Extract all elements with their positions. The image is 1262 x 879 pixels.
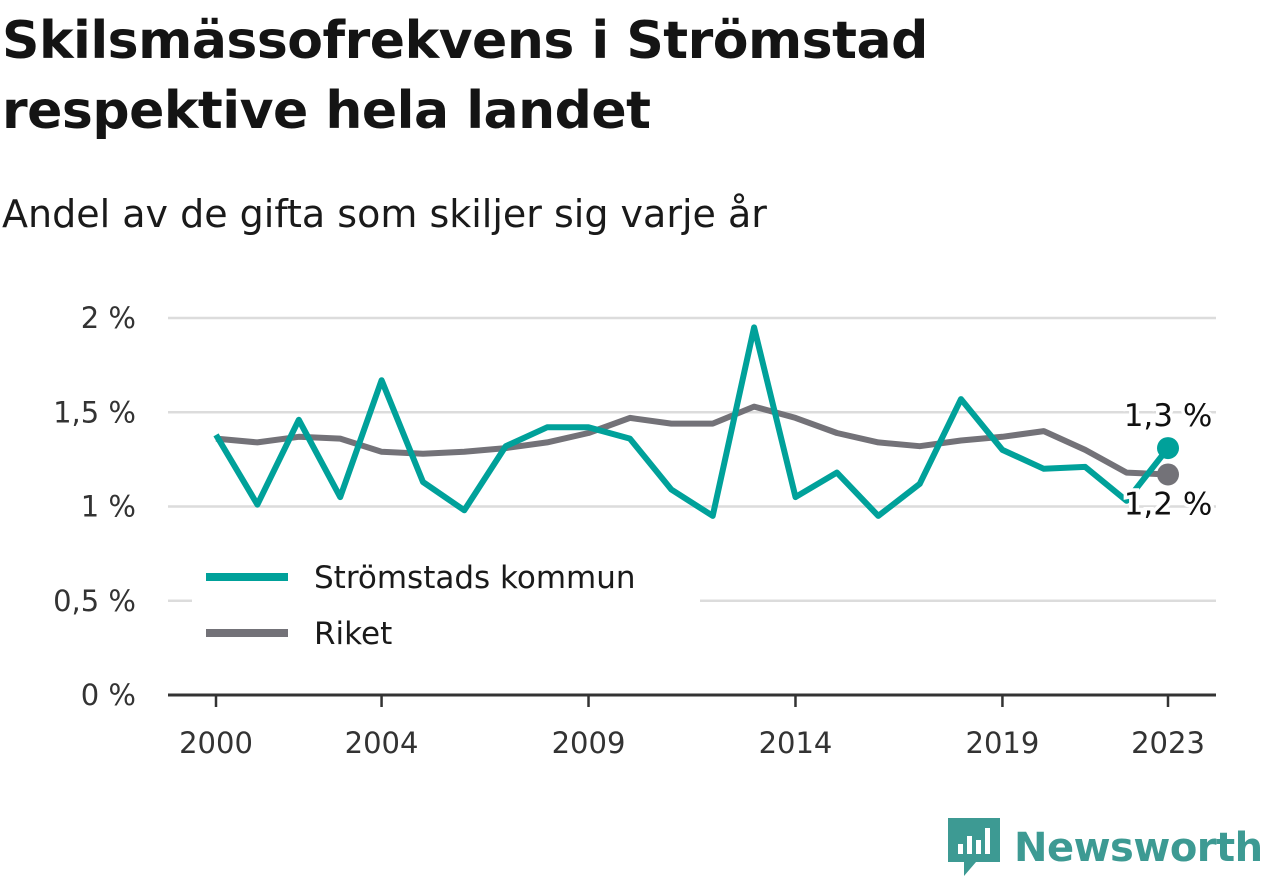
series-line bbox=[213, 324, 1171, 519]
x-tick-label: 2014 bbox=[759, 726, 833, 760]
series-line bbox=[215, 403, 1169, 478]
legend-label: Strömstads kommun bbox=[314, 560, 636, 596]
end-marker bbox=[1157, 463, 1179, 486]
x-tick-label: 2019 bbox=[966, 726, 1040, 760]
y-tick-label: 1 % bbox=[81, 490, 136, 524]
legend: Strömstads kommun Riket bbox=[192, 548, 700, 660]
legend-label: Riket bbox=[314, 616, 392, 652]
end-value-label: 1,3 % bbox=[1124, 398, 1213, 434]
end-marker bbox=[1157, 437, 1179, 460]
end-markers bbox=[1157, 437, 1179, 486]
brand-logo: Newsworthy bbox=[948, 818, 1262, 878]
chart-subtitle: Andel av de gifta som skiljer sig varje … bbox=[2, 192, 767, 236]
x-axis-ticks: 2000 2004 2009 2014 2019 2023 bbox=[179, 695, 1205, 760]
y-tick-label: 0 % bbox=[81, 678, 136, 712]
end-value-label: 1,2 % bbox=[1124, 486, 1213, 522]
x-tick-label: 2004 bbox=[345, 726, 419, 760]
end-labels: 1,3 % 1,2 % bbox=[1120, 395, 1216, 526]
y-tick-label: 0,5 % bbox=[53, 584, 136, 618]
y-axis-ticks: 0 % 0,5 % 1 % 1,5 % 2 % bbox=[53, 301, 136, 712]
chart-title: Skilsmässofrekvens i Strömstad respektiv… bbox=[2, 11, 928, 141]
x-tick-label: 2009 bbox=[552, 726, 626, 760]
y-tick-label: 1,5 % bbox=[53, 395, 136, 429]
x-tick-label: 2023 bbox=[1131, 726, 1205, 760]
brand-name: Newsworthy bbox=[1014, 825, 1262, 871]
legend-background bbox=[192, 548, 700, 660]
series-lines bbox=[213, 324, 1171, 519]
x-tick-label: 2000 bbox=[179, 726, 253, 760]
newsworthy-logo-icon bbox=[948, 818, 1000, 876]
y-tick-label: 2 % bbox=[81, 301, 136, 335]
